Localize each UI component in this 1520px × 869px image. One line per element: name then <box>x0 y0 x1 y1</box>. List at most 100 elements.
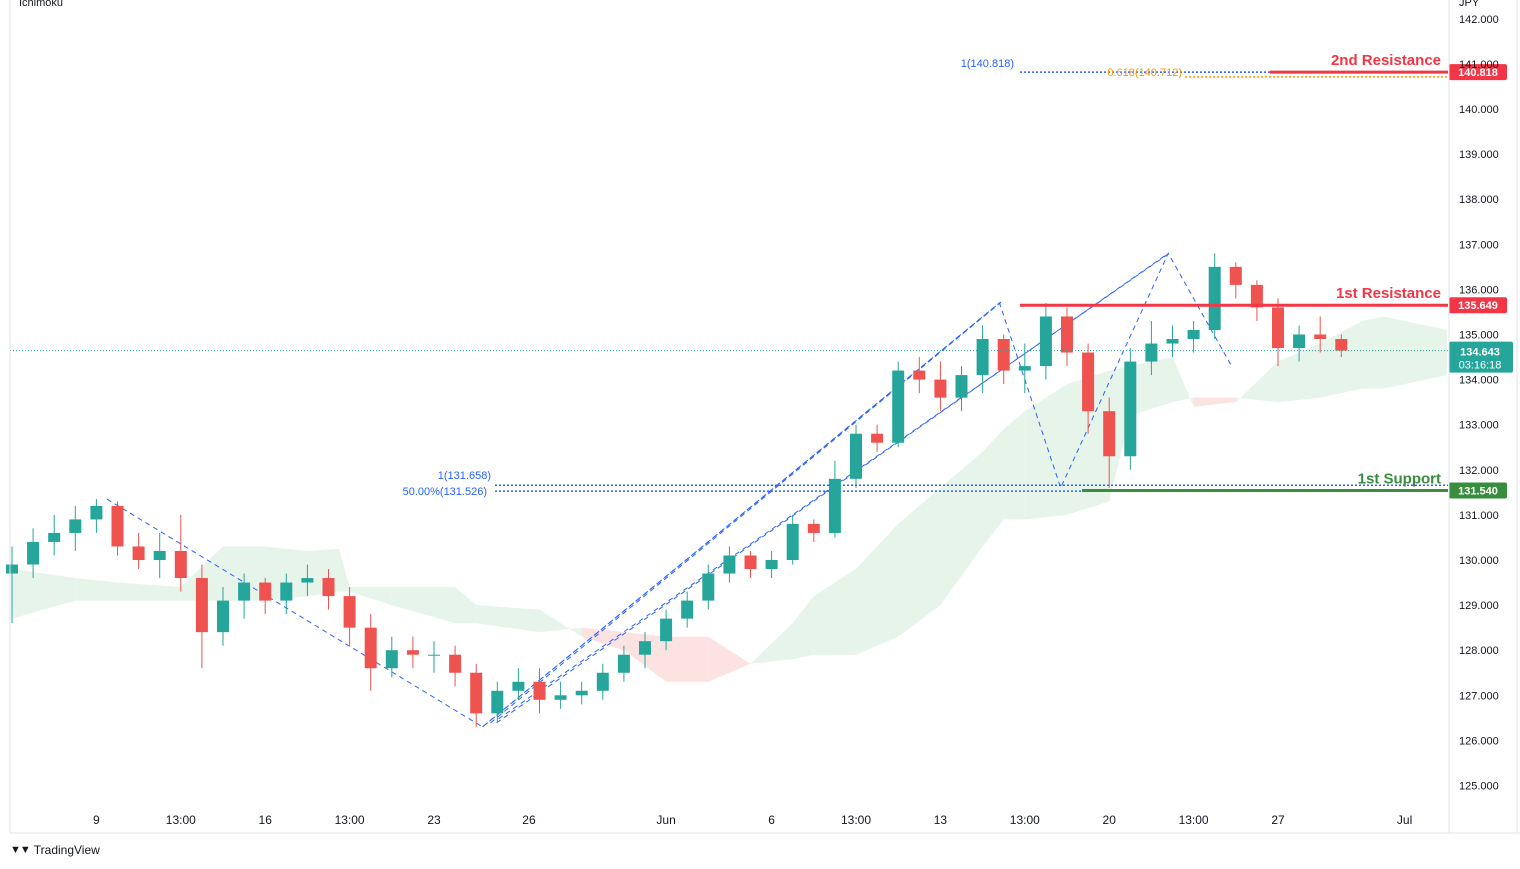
candle-body <box>1039 316 1052 367</box>
y-tick-label: 128.000 <box>1459 645 1499 657</box>
candle-body <box>301 578 314 583</box>
candle-body <box>1018 366 1031 371</box>
cloud-segment <box>982 429 1004 547</box>
level-price-tag <box>1449 297 1507 314</box>
candle <box>48 514 61 556</box>
candle <box>744 550 757 579</box>
candle-body <box>48 532 61 542</box>
cloud-segment <box>856 523 899 655</box>
candle-body <box>1082 352 1095 412</box>
candle <box>512 668 525 700</box>
candle-body <box>6 564 18 574</box>
candle <box>765 550 778 579</box>
candle <box>596 663 609 700</box>
candle-body <box>259 582 272 601</box>
candle <box>69 505 82 551</box>
candle <box>1124 348 1137 470</box>
candle <box>1145 320 1158 376</box>
x-tick-label: 9 <box>93 813 100 827</box>
y-tick-label: 134.000 <box>1459 375 1499 387</box>
candles <box>6 253 1348 727</box>
candle <box>132 532 145 570</box>
candle-body <box>1208 266 1221 330</box>
candle-body <box>217 600 229 633</box>
x-tick-label: 26 <box>522 813 536 827</box>
tradingview-logo: ▼▼ TradingView <box>10 843 100 857</box>
candle <box>1103 397 1116 488</box>
brand-name: TradingView <box>33 843 100 857</box>
candle <box>343 587 356 646</box>
cloud-segment <box>1383 316 1447 389</box>
cloud-segment <box>750 623 793 664</box>
x-tick-label: 13:00 <box>1179 813 1209 827</box>
level-price-label: 131.540 <box>1458 486 1498 498</box>
candle <box>280 573 293 615</box>
candle <box>828 460 841 538</box>
cloud-segment <box>339 548 350 592</box>
candle-body <box>533 681 546 700</box>
cloud-segment <box>12 569 76 619</box>
candle <box>217 587 229 646</box>
y-tick-label: 131.000 <box>1459 510 1499 522</box>
cloud-segment <box>1130 357 1173 416</box>
fib-label: 1(131.658) <box>438 470 491 482</box>
fib-label: 1(140.818) <box>961 58 1014 70</box>
cloud-segment <box>1172 357 1194 407</box>
candle <box>449 645 462 687</box>
candle <box>174 514 187 592</box>
candle <box>639 632 651 669</box>
level-price-tag <box>1449 64 1507 81</box>
candle-body <box>913 370 926 380</box>
candle-body <box>976 339 989 376</box>
candle <box>786 514 799 565</box>
candle-body <box>385 650 398 669</box>
candle-body <box>512 681 525 691</box>
x-tick-label: 20 <box>1103 813 1117 827</box>
candle <box>1039 302 1052 380</box>
channel-line <box>482 302 1000 728</box>
candle-body <box>681 600 694 619</box>
candle <box>195 564 208 669</box>
candle-body <box>1335 339 1348 351</box>
candle <box>871 424 884 452</box>
candle <box>533 668 546 714</box>
candle <box>1166 325 1179 358</box>
cloud-segment <box>349 587 392 606</box>
candle-body <box>1061 316 1073 353</box>
candle <box>976 325 989 394</box>
indicator-label[interactable]: Ichimoku <box>19 0 64 9</box>
current-price-tag <box>1449 341 1513 373</box>
cloud-segment <box>792 596 814 660</box>
candle <box>153 532 166 579</box>
x-tick-label: 23 <box>427 813 441 827</box>
candle <box>428 641 440 673</box>
cloud-segment <box>1067 370 1110 515</box>
currency-label: JPY <box>1459 0 1480 9</box>
candle-body <box>575 690 588 696</box>
y-tick-label: 129.000 <box>1459 600 1499 612</box>
candle-body <box>554 695 567 700</box>
candle-body <box>1272 307 1284 349</box>
candle <box>997 334 1010 385</box>
candle-body <box>1103 411 1116 457</box>
level-title: 2nd Resistance <box>1331 52 1441 69</box>
candle <box>1229 262 1242 299</box>
cloud-segment <box>391 587 456 624</box>
candle-body <box>702 573 715 601</box>
candle <box>660 609 673 651</box>
x-tick-label: 13:00 <box>335 813 365 827</box>
y-tick-label: 132.000 <box>1459 465 1499 477</box>
y-tick-label: 138.000 <box>1459 194 1499 206</box>
y-tick-label: 125.000 <box>1459 781 1499 793</box>
candle-body <box>639 641 651 655</box>
candle <box>1018 343 1031 394</box>
tv-logo-icon: ▼▼ <box>10 844 31 856</box>
candle-body <box>765 560 778 570</box>
level-price-label: 135.649 <box>1458 300 1498 312</box>
ichimoku-cloud <box>12 316 1447 682</box>
x-tick-label: 13:00 <box>166 813 196 827</box>
candle <box>238 573 251 619</box>
candle <box>575 681 588 705</box>
candle <box>1082 343 1095 434</box>
